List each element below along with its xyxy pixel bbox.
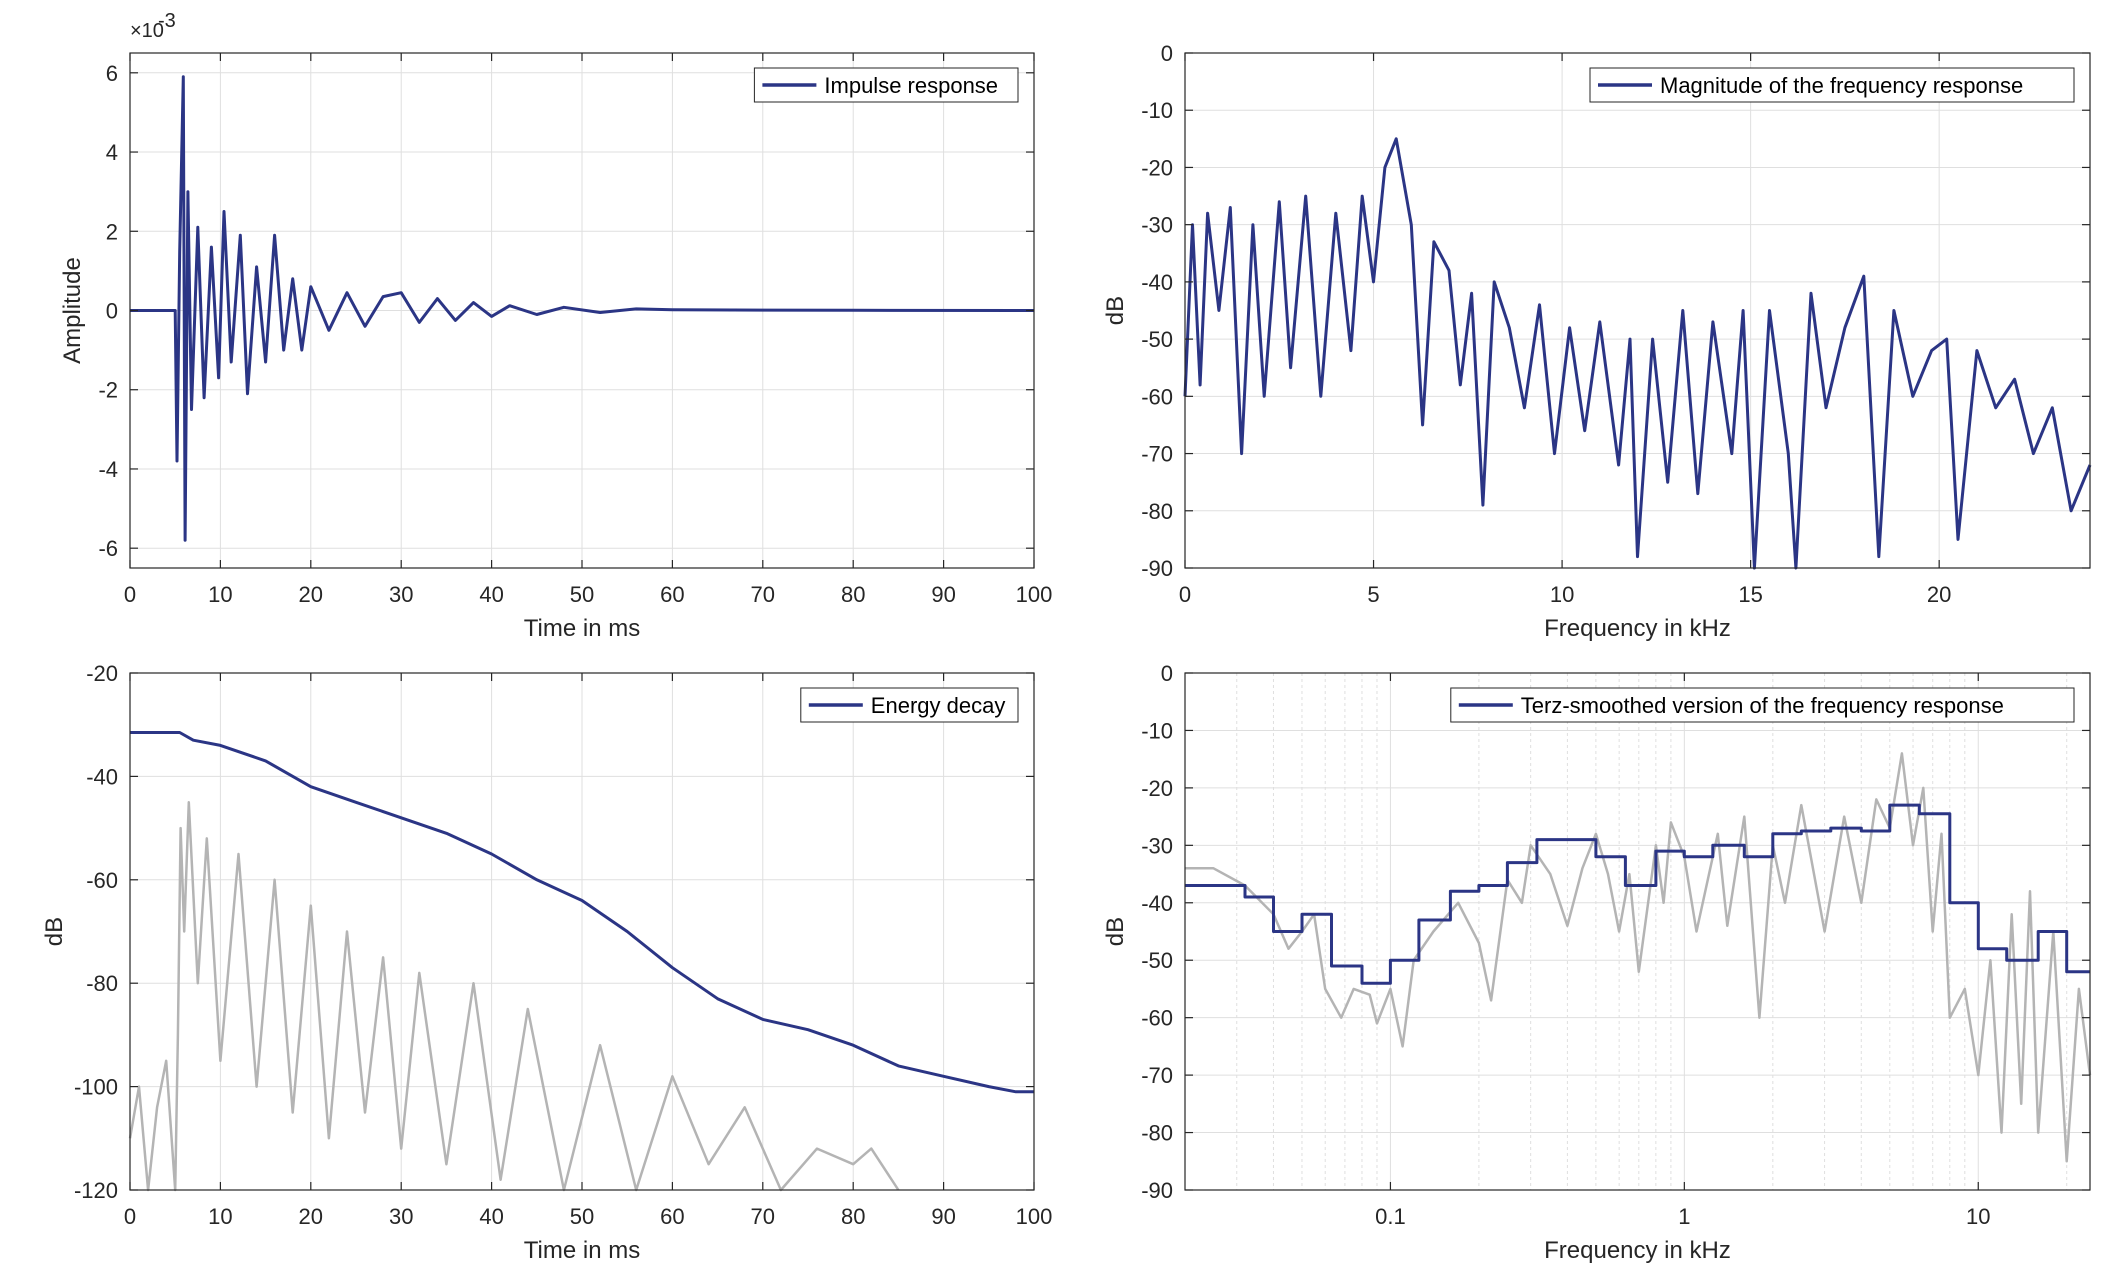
- y-tick-label: -40: [86, 764, 118, 789]
- y-tick-label: -10: [1141, 98, 1173, 123]
- x-tick-label: 50: [570, 1204, 594, 1229]
- x-tick-label: 10: [208, 1204, 232, 1229]
- y-tick-label: -120: [74, 1178, 118, 1203]
- legend-entry: Terz-smoothed version of the frequency r…: [1521, 693, 2004, 718]
- y-tick-label: -60: [1141, 384, 1173, 409]
- series-line: [130, 731, 1034, 1094]
- x-tick-label: 60: [660, 582, 684, 607]
- series-line: [130, 75, 1035, 542]
- series-line: [1183, 137, 2092, 570]
- y-tick-label: -20: [86, 661, 118, 686]
- raw-data-line: [1185, 752, 2092, 1163]
- x-tick-label: 60: [660, 1204, 684, 1229]
- y-tick-label: -4: [98, 457, 118, 482]
- y-tick-label: 0: [1161, 41, 1173, 66]
- x-tick-label: 90: [931, 582, 955, 607]
- y-tick-label: 0: [1161, 661, 1173, 686]
- y-tick-label: -40: [1141, 270, 1173, 295]
- y-tick-label: -10: [1141, 718, 1173, 743]
- x-tick-label: 10: [1966, 1204, 1990, 1229]
- series-line: [1185, 803, 2090, 985]
- y-axis-label: dB: [1102, 296, 1129, 325]
- x-tick-label: 100: [1016, 582, 1053, 607]
- x-tick-label: 80: [841, 582, 865, 607]
- exponent-power: -3: [158, 10, 176, 32]
- y-tick-label: -60: [1141, 1006, 1173, 1031]
- y-tick-label: -80: [1141, 499, 1173, 524]
- axes-frame: [1184, 52, 2091, 569]
- energy-decay-plot: 0 10 20 30 40 50 60 70 80 90 100 -20 -40 -60 -80 -100 -1…: [41, 661, 1052, 1264]
- x-axis-label: Time in ms: [524, 1237, 640, 1264]
- frequency-magnitude-plot: 0 5 10 15 20 0 -10 -20 -30 -40 -50 -60 -70 -80 -90 Freq…: [1102, 41, 2092, 642]
- y-axis-label: dB: [41, 917, 68, 946]
- x-tick-label: 15: [1738, 582, 1762, 607]
- x-tick-label: 20: [299, 1204, 323, 1229]
- y-tick-label: 2: [106, 219, 118, 244]
- y-tick-label: -50: [1141, 327, 1173, 352]
- y-tick-label: -40: [1141, 891, 1173, 916]
- x-tick-label: 30: [389, 1204, 413, 1229]
- y-tick-label: -50: [1141, 948, 1173, 973]
- terz-smoothed-plot: 0.1 1 10 0 -10 -20 -30 -40 -50 -60 -70 -80 -90 Freque…: [1102, 661, 2092, 1264]
- impulse-response-plot: 0 10 20 30 40 50 60 70 80 90 100 -6 -4 -2 0 2 4 6 Time in …: [59, 10, 1052, 642]
- legend-box: [1589, 67, 2075, 103]
- y-tick-label: -90: [1141, 556, 1173, 581]
- x-tick-label: 40: [479, 1204, 503, 1229]
- y-tick-label: -90: [1141, 1178, 1173, 1203]
- y-tick-label: -30: [1141, 213, 1173, 238]
- x-tick-label: 0: [124, 1204, 136, 1229]
- plot-background: [1185, 673, 2090, 1190]
- legend-box: [1450, 687, 2075, 723]
- y-tick-label: 4: [106, 140, 118, 165]
- y-tick-label: -100: [74, 1075, 118, 1100]
- y-tick-label: -2: [98, 378, 118, 403]
- x-tick-label: 5: [1367, 582, 1379, 607]
- y-tick-label: -6: [98, 536, 118, 561]
- x-tick-label: 80: [841, 1204, 865, 1229]
- y-tick-label: -20: [1141, 155, 1173, 180]
- x-tick-label: 100: [1016, 1204, 1053, 1229]
- legend-entry: Impulse response: [824, 73, 998, 98]
- x-tick-label: 20: [1927, 582, 1951, 607]
- x-axis-label: Frequency in kHz: [1544, 615, 1731, 642]
- y-axis-label: Amplitude: [59, 257, 86, 364]
- x-tick-label: 70: [751, 1204, 775, 1229]
- x-axis-label: Frequency in kHz: [1544, 1237, 1731, 1264]
- x-tick-label: 1: [1678, 1204, 1690, 1229]
- x-axis-label: Time in ms: [524, 615, 640, 642]
- legend-entry: Magnitude of the frequency response: [1660, 73, 2023, 98]
- x-tick-label: 50: [570, 582, 594, 607]
- axes-frame: [1184, 672, 2091, 1191]
- y-tick-label: -80: [86, 971, 118, 996]
- x-tick-label: 0: [124, 582, 136, 607]
- x-tick-label: 10: [1550, 582, 1574, 607]
- x-tick-label: 0.1: [1375, 1204, 1406, 1229]
- x-tick-label: 20: [299, 582, 323, 607]
- y-tick-label: 6: [106, 61, 118, 86]
- x-tick-label: 0: [1179, 582, 1191, 607]
- x-tick-label: 10: [208, 582, 232, 607]
- y-tick-label: -20: [1141, 776, 1173, 801]
- legend-entry: Energy decay: [871, 693, 1006, 718]
- raw-data-line: [128, 801, 900, 1192]
- x-tick-label: 70: [751, 582, 775, 607]
- y-tick-label: -60: [86, 868, 118, 893]
- exponent-label: ×10: [130, 20, 164, 42]
- y-tick-label: -30: [1141, 833, 1173, 858]
- y-tick-label: -80: [1141, 1121, 1173, 1146]
- y-tick-label: -70: [1141, 1063, 1173, 1088]
- y-tick-label: 0: [106, 299, 118, 324]
- y-axis-label: dB: [1102, 917, 1129, 946]
- x-tick-label: 90: [931, 1204, 955, 1229]
- x-tick-label: 30: [389, 582, 413, 607]
- x-tick-label: 40: [479, 582, 503, 607]
- y-tick-label: -70: [1141, 442, 1173, 467]
